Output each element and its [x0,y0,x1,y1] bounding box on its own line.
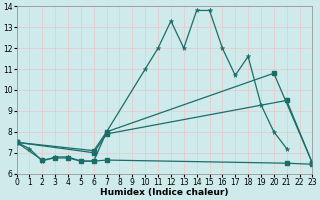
X-axis label: Humidex (Indice chaleur): Humidex (Indice chaleur) [100,188,229,197]
